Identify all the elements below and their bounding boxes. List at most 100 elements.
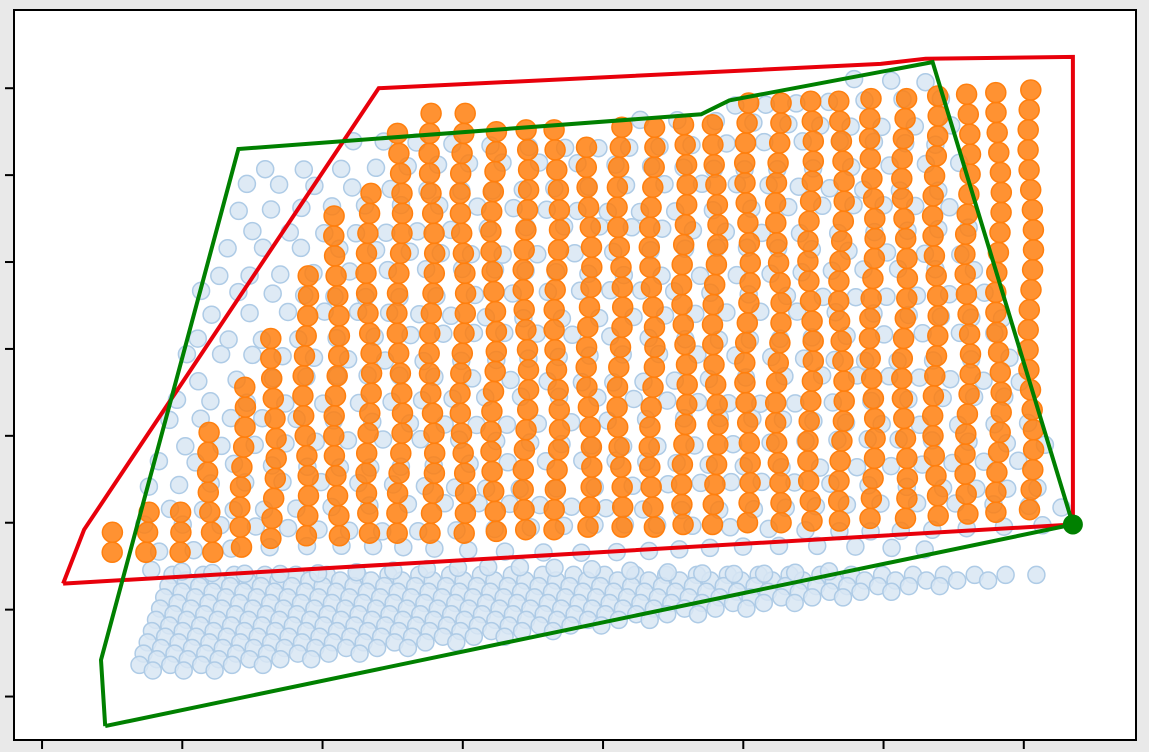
selected-point (924, 365, 946, 387)
selected-point (894, 427, 917, 450)
background-point (501, 370, 520, 390)
selected-point (512, 458, 535, 481)
selected-point (891, 347, 914, 370)
background-point (658, 563, 678, 582)
background-point (833, 588, 853, 607)
selected-point (265, 447, 287, 470)
selected-point (922, 425, 944, 447)
selected-point (355, 482, 378, 504)
selected-point (802, 350, 825, 372)
selected-point (355, 462, 377, 484)
selected-point (482, 380, 505, 403)
selected-point (739, 272, 761, 294)
selected-point (958, 383, 980, 405)
selected-point (328, 505, 350, 527)
selected-point (797, 250, 819, 272)
selected-point (768, 132, 791, 154)
selected-point (546, 458, 568, 481)
selected-point (989, 361, 1012, 384)
selected-point (580, 476, 602, 498)
selected-point (927, 505, 949, 527)
selected-point (608, 356, 630, 378)
selected-point (828, 270, 850, 292)
selected-point (135, 541, 157, 564)
selected-point (922, 225, 944, 247)
selected-point (357, 222, 379, 245)
selected-point (388, 462, 410, 484)
selected-point (451, 342, 474, 365)
selected-point (799, 190, 822, 212)
background-point (733, 537, 753, 556)
selected-point (703, 353, 725, 376)
selected-point (896, 247, 918, 270)
selected-point (894, 107, 916, 130)
selected-point (234, 376, 256, 398)
selected-point (576, 376, 598, 398)
selected-point (735, 392, 757, 414)
selected-point (832, 150, 854, 172)
selected-point (860, 87, 882, 110)
selected-point (580, 436, 603, 458)
selected-point (1021, 199, 1044, 221)
selected-point (420, 382, 442, 405)
selected-point (579, 416, 601, 438)
selected-point (607, 156, 630, 179)
background-point (189, 372, 208, 391)
selected-point (830, 230, 853, 252)
selected-point (547, 438, 570, 461)
selected-point (196, 461, 219, 484)
selected-point (799, 290, 822, 312)
selected-point (828, 470, 850, 492)
selected-point (765, 432, 788, 454)
selected-point (260, 527, 282, 550)
selected-point (989, 221, 1011, 244)
background-point (398, 638, 418, 658)
selected-point (797, 230, 819, 252)
selected-point (1017, 139, 1039, 161)
selected-point (389, 362, 412, 385)
selected-point (611, 316, 633, 338)
background-point (510, 557, 530, 577)
selected-point (547, 379, 569, 401)
selected-point (767, 252, 790, 274)
background-point (218, 239, 237, 258)
selected-point (610, 256, 632, 278)
selected-point (828, 90, 850, 112)
selected-point (863, 447, 886, 470)
selected-point (833, 370, 855, 392)
selected-point (516, 139, 539, 161)
selected-point (862, 467, 884, 490)
selected-point (956, 403, 979, 425)
selected-point (797, 450, 819, 472)
selected-point (297, 465, 319, 487)
selected-point (1018, 99, 1040, 121)
selected-point (860, 487, 883, 510)
selected-point (863, 407, 886, 430)
selected-points-layer (101, 79, 1045, 564)
background-point (688, 604, 708, 624)
selected-point (606, 396, 628, 418)
background-point (1027, 565, 1046, 585)
selected-point (832, 350, 854, 372)
selected-point (764, 412, 787, 434)
selected-point (643, 356, 666, 378)
selected-point (421, 202, 444, 225)
background-point (847, 457, 867, 477)
selected-point (423, 242, 446, 265)
selected-point (323, 445, 346, 467)
selected-point (959, 363, 981, 385)
background-point (255, 159, 275, 179)
selected-point (958, 323, 981, 345)
selected-point (671, 493, 693, 516)
selected-point (517, 179, 540, 201)
selected-point (767, 352, 790, 374)
selected-point (674, 413, 697, 436)
selected-point (955, 423, 977, 445)
selected-point (701, 513, 724, 536)
selected-point (481, 460, 503, 483)
selected-point (606, 416, 629, 438)
selected-point (893, 407, 915, 430)
background-point (947, 571, 967, 590)
background-point (169, 475, 189, 495)
selected-point (766, 232, 788, 254)
